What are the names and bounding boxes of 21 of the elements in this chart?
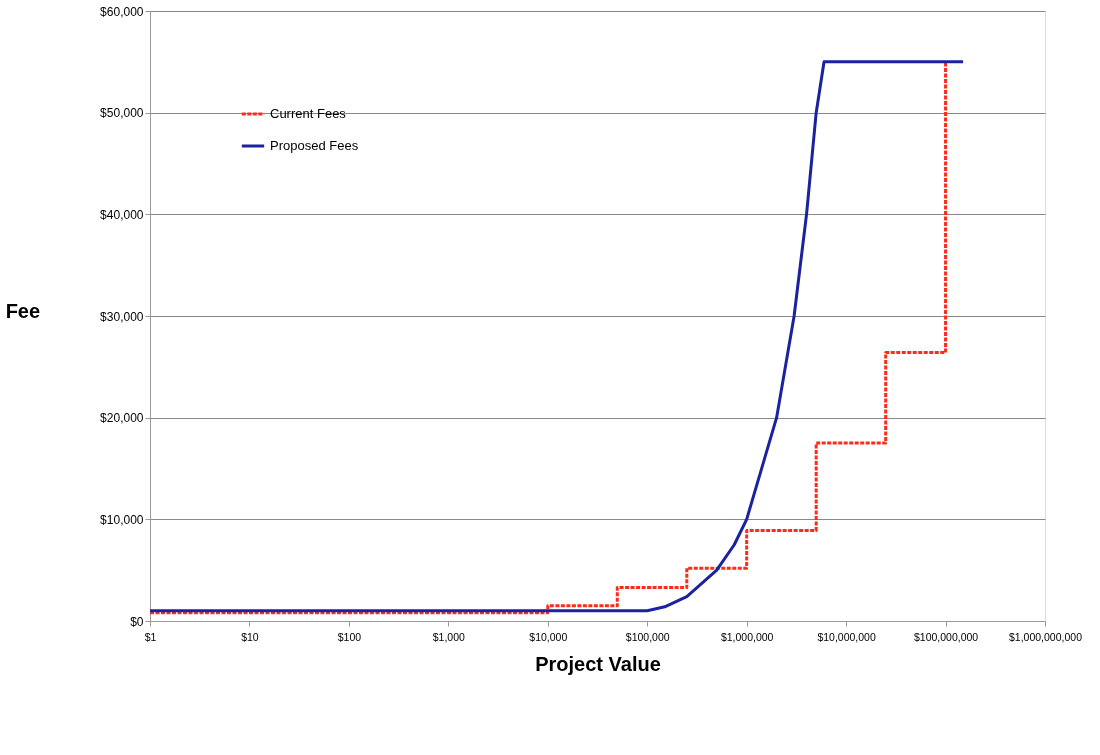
y-tick-label: $0 (130, 614, 144, 629)
x-tick-label: $1,000 (432, 630, 466, 643)
y-axis-title: Fee (5, 299, 41, 322)
y-tick-label: $30,000 (100, 309, 144, 324)
x-tick-label: $10,000 (529, 630, 568, 643)
y-tick-label: $20,000 (100, 411, 144, 426)
y-tick-label: $60,000 (100, 4, 144, 19)
legend-label: Current Fees (270, 106, 347, 121)
y-tick-label: $40,000 (100, 207, 144, 222)
x-tick-label: $10,000,000 (817, 630, 876, 643)
x-tick-label: $100,000,000 (913, 630, 979, 643)
x-tick-label: $1 (144, 630, 157, 643)
x-axis-title: Project Value (535, 653, 661, 675)
x-tick-label: $1,000,000,000 (1009, 630, 1083, 643)
x-tick-label: $100 (337, 630, 362, 643)
x-tick-label: $100,000 (625, 630, 670, 643)
x-tick-label: $1,000,000 (720, 630, 774, 643)
y-tick-label: $50,000 (100, 106, 144, 121)
legend-label: Proposed Fees (270, 138, 359, 153)
x-tick-label: $10 (241, 630, 259, 643)
y-tick-label: $10,000 (100, 512, 144, 527)
